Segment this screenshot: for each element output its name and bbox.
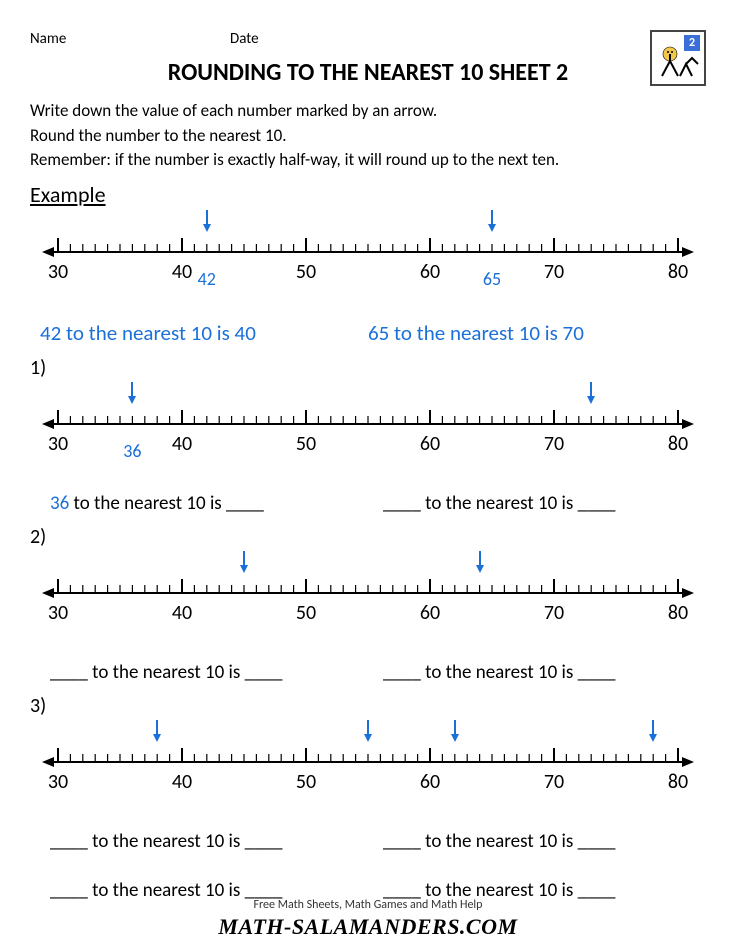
- value-arrow: [361, 718, 375, 747]
- svg-text:30: 30: [48, 432, 68, 456]
- example-numberline: 42 65 30 40 50 60 70 80: [38, 210, 698, 294]
- value-arrow: [200, 208, 214, 237]
- answer-row: 36 to the nearest 10 is ____ ____ to the …: [30, 492, 706, 515]
- footer-brand: MATH-SALAMANDERS.COM: [0, 914, 736, 940]
- instruction-line: Write down the value of each number mark…: [30, 99, 706, 124]
- svg-text:50: 50: [296, 601, 316, 625]
- value-arrow: [150, 718, 164, 747]
- answer-row: ____ to the nearest 10 is ____ ____ to th…: [30, 661, 706, 684]
- svg-text:80: 80: [668, 601, 688, 625]
- svg-text:40: 40: [172, 770, 192, 794]
- instruction-line: Round the number to the nearest 10.: [30, 124, 706, 149]
- value-arrow: [237, 549, 251, 578]
- example-heading: Example: [30, 181, 706, 208]
- answer-blank: ____ to the nearest 10 is ____: [50, 661, 353, 684]
- svg-text:60: 60: [420, 770, 440, 794]
- problem-numberline: 36 30 40 50 60 70 80: [38, 382, 698, 466]
- value-arrow: [646, 718, 660, 747]
- problem-label: 3): [30, 694, 706, 718]
- answer-row: ____ to the nearest 10 is ____ ____ to th…: [30, 830, 706, 853]
- example-answers: 42 to the nearest 10 is 40 65 to the nea…: [30, 320, 706, 346]
- answer-blank: 36 to the nearest 10 is ____: [50, 492, 353, 515]
- value-arrow: [125, 380, 139, 409]
- example-answer-2: 65 to the nearest 10 is 70: [368, 320, 696, 346]
- grade-badge: 2: [684, 35, 700, 51]
- svg-text:30: 30: [48, 601, 68, 625]
- date-label: Date: [230, 30, 706, 48]
- numberline-svg: 30 40 50 60 70 80: [38, 551, 698, 635]
- svg-text:50: 50: [296, 432, 316, 456]
- arrow-annotation: 36: [123, 440, 141, 462]
- svg-text:30: 30: [48, 260, 68, 284]
- arrow-annotation: 65: [483, 268, 501, 290]
- problem-label: 2): [30, 525, 706, 549]
- svg-text:40: 40: [172, 432, 192, 456]
- svg-text:40: 40: [172, 260, 192, 284]
- svg-text:30: 30: [48, 770, 68, 794]
- svg-text:70: 70: [544, 770, 564, 794]
- svg-text:60: 60: [420, 260, 440, 284]
- svg-text:80: 80: [668, 770, 688, 794]
- svg-text:70: 70: [544, 601, 564, 625]
- problem-numberline: 30 40 50 60 70 80: [38, 551, 698, 635]
- problem-label: 1): [30, 356, 706, 380]
- footer-tagline: Free Math Sheets, Math Games and Math He…: [0, 898, 736, 912]
- answer-blank: ____ to the nearest 10 is ____: [383, 492, 686, 515]
- value-arrow: [584, 380, 598, 409]
- arrow-annotation: 42: [198, 268, 216, 290]
- instruction-line: Remember: if the number is exactly half-…: [30, 148, 706, 173]
- value-arrow: [485, 208, 499, 237]
- answer-blank: ____ to the nearest 10 is ____: [50, 830, 353, 853]
- problem-numberline: 30 40 50 60 70 80: [38, 720, 698, 804]
- svg-text:50: 50: [296, 770, 316, 794]
- value-arrow: [473, 549, 487, 578]
- footer: Free Math Sheets, Math Games and Math He…: [0, 898, 736, 940]
- answer-blank: ____ to the nearest 10 is ____: [383, 661, 686, 684]
- svg-text:60: 60: [420, 432, 440, 456]
- numberline-svg: 30 40 50 60 70 80: [38, 210, 698, 294]
- name-label: Name: [30, 30, 230, 48]
- svg-text:70: 70: [544, 432, 564, 456]
- svg-text:80: 80: [668, 260, 688, 284]
- svg-text:70: 70: [544, 260, 564, 284]
- svg-text:50: 50: [296, 260, 316, 284]
- grade-logo: 2: [650, 30, 706, 86]
- svg-text:60: 60: [420, 601, 440, 625]
- worksheet-title: ROUNDING TO THE NEAREST 10 SHEET 2: [30, 58, 706, 87]
- value-arrow: [448, 718, 462, 747]
- answer-blank: ____ to the nearest 10 is ____: [383, 830, 686, 853]
- svg-text:80: 80: [668, 432, 688, 456]
- svg-text:40: 40: [172, 601, 192, 625]
- example-answer-1: 42 to the nearest 10 is 40: [40, 320, 368, 346]
- instructions: Write down the value of each number mark…: [30, 99, 706, 173]
